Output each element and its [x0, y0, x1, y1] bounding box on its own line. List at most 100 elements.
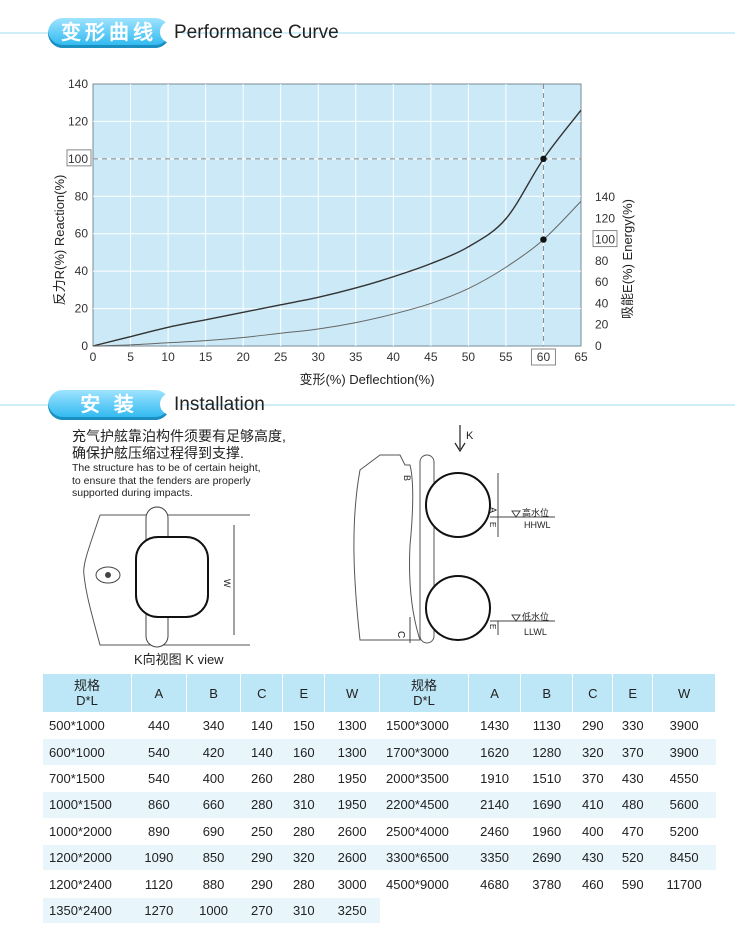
y-tick-label-right: 20	[595, 318, 609, 332]
cell-value: 11700	[652, 870, 716, 897]
llwl-cn-label: 低水位	[522, 611, 549, 622]
y-tick-label-left: 40	[75, 264, 89, 278]
section-divider	[0, 32, 735, 34]
y-tick-label-left: 0	[81, 339, 88, 353]
install-text-en-3: supported during impacts.	[72, 487, 193, 499]
mooring-eye-hole	[105, 572, 111, 578]
install-text-en-2: to ensure that the fenders are properly	[72, 474, 251, 487]
header-e: E	[612, 674, 654, 713]
cell-value: 540	[131, 738, 187, 766]
section-title: Performance Curve	[174, 22, 339, 43]
cell-value: 1000	[186, 896, 241, 924]
cell-value: 280	[282, 764, 325, 792]
cell-value: 1950	[324, 764, 380, 792]
cell-spec: 4500*9000	[380, 870, 469, 897]
header-e: E	[282, 674, 326, 713]
cell-value: 310	[282, 896, 325, 924]
x-tick-label: 55	[499, 350, 513, 364]
cell-value: 150	[282, 711, 325, 739]
cell-value: 460	[572, 870, 613, 897]
y-tick-label-right: 80	[595, 254, 609, 268]
cell-spec: 1700*3000	[380, 738, 469, 766]
a-label: A	[488, 507, 498, 513]
highlight-y-right-box	[592, 230, 618, 248]
cell-value: 420	[186, 738, 241, 766]
cell-value: 1300	[324, 738, 380, 766]
highlight-x-box	[530, 348, 556, 366]
section-tab-label: 安 装	[80, 394, 138, 416]
cell-spec: 1200*2400	[43, 870, 132, 898]
cell-value: 330	[612, 711, 653, 739]
cell-value: 4550	[652, 764, 716, 792]
install-text-en-1: The structure has to be of certain heigh…	[72, 462, 261, 474]
cell-value: 590	[612, 870, 653, 897]
header-b: B	[520, 674, 574, 713]
y-tick-label-right: 0	[595, 339, 602, 353]
cell-value: 3000	[324, 870, 380, 898]
cell-value: 1960	[520, 817, 573, 845]
install-text-cn-1: 充气护舷靠泊构件须要有足够高度,	[72, 428, 286, 444]
table-row: 1000*2000 890 690 250 280 2600	[43, 817, 380, 845]
x-tick-label: 30	[312, 350, 326, 364]
llwl-marker	[511, 614, 521, 622]
cell-value: 540	[131, 764, 187, 792]
table-row: 1200*2000 1090 850 290 320 2600	[43, 843, 380, 871]
cell-spec: 700*1500	[43, 764, 132, 792]
cell-value: 1130	[520, 711, 573, 739]
series-line-reaction	[92, 109, 582, 347]
spec-table-left: 规格 D*L A B C E W 500*1000 440 340 140 150 130…	[43, 674, 380, 924]
table-row: 1500*3000 1430 1130 290 330 3900	[380, 711, 716, 739]
cell-value: 280	[282, 870, 325, 898]
x-tick-label: 65	[574, 350, 588, 364]
cell-value: 250	[240, 817, 283, 845]
section-header-installation: 安 装 Installation	[0, 384, 735, 428]
header-spec-label: 规格 D*L	[73, 678, 100, 708]
cell-value: 1950	[324, 791, 380, 819]
cell-value: 2140	[468, 791, 521, 819]
table-row: 1700*3000 1620 1280 320 370 3900	[380, 738, 716, 766]
cell-value: 3250	[324, 896, 380, 924]
y-tick-label-right: 100	[595, 233, 615, 247]
table-row: 4500*9000 4680 3780 460 590 11700	[380, 870, 716, 897]
x-tick-label: 50	[462, 350, 476, 364]
table-row: 2500*4000 2460 1960 400 470 5200	[380, 817, 716, 845]
cell-value: 290	[240, 870, 283, 898]
e-label-lower: E	[488, 624, 497, 629]
header-spec: 规格 D*L	[380, 674, 469, 713]
performance-chart-svg: 0 5 10 15 20 25 30 35 40 45 50 55 60 65 0 20 40 60 80 100 12…	[52, 77, 635, 387]
cell-spec: 600*1000	[43, 738, 132, 766]
cell-spec: 1200*2000	[43, 843, 132, 871]
table-row: 2000*3500 1910 1510 370 430 4550	[380, 764, 716, 792]
hhwl-en-label: HHWL	[524, 520, 551, 530]
fender-upper	[425, 472, 491, 538]
spec-table-right: 规格 D*L A B C E W 1500*3000 1430 1130 290 330…	[380, 674, 716, 897]
table-row: 500*1000 440 340 140 150 1300	[43, 711, 380, 739]
cell-value: 400	[186, 764, 241, 792]
e-label-upper: E	[488, 522, 497, 527]
cell-value: 1690	[520, 791, 573, 819]
cell-value: 2690	[520, 843, 573, 871]
cell-value: 2600	[324, 817, 380, 845]
x-tick-label: 5	[127, 350, 134, 364]
cell-value: 3900	[652, 711, 716, 739]
cell-value: 370	[572, 764, 613, 792]
cell-value: 140	[240, 738, 283, 766]
cell-value: 290	[240, 843, 283, 871]
cell-value: 320	[572, 738, 613, 766]
cell-value: 140	[240, 711, 283, 739]
header-a: A	[468, 674, 522, 713]
table-header-row: 规格 D*L A B C E W	[380, 674, 716, 713]
cell-value: 2460	[468, 817, 521, 845]
cell-value: 430	[572, 843, 613, 871]
header-spec-label: 规格 D*L	[410, 678, 437, 708]
cell-spec: 1500*3000	[380, 711, 469, 739]
cell-value: 290	[572, 711, 613, 739]
llwl-en-label: LLWL	[524, 627, 547, 637]
cell-value: 1270	[131, 896, 187, 924]
cell-value: 1090	[131, 843, 187, 871]
cell-value: 400	[572, 817, 613, 845]
cell-spec: 2200*4500	[380, 791, 469, 819]
cell-value: 3900	[652, 738, 716, 766]
y-tick-label-left: 20	[75, 302, 89, 316]
install-text-cn-2: 确保护舷压缩过程得到支撑.	[72, 445, 244, 461]
